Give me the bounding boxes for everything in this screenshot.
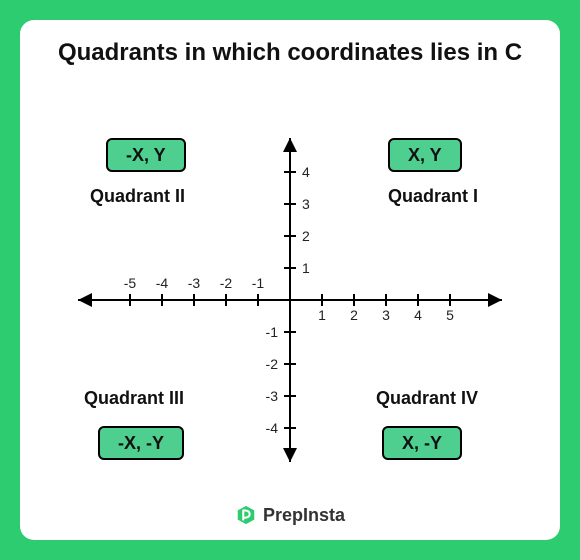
svg-text:-3: -3 xyxy=(266,388,279,404)
svg-text:-2: -2 xyxy=(220,275,233,291)
svg-text:5: 5 xyxy=(446,307,454,323)
quadrant-4-label: Quadrant IV xyxy=(376,388,478,409)
svg-text:4: 4 xyxy=(302,164,310,180)
svg-text:-1: -1 xyxy=(252,275,265,291)
quadrant-2-sign-pill: -X, Y xyxy=(106,138,186,172)
svg-text:1: 1 xyxy=(302,260,310,276)
svg-text:-4: -4 xyxy=(156,275,169,291)
prepinsta-logo-icon xyxy=(235,504,257,526)
svg-text:-1: -1 xyxy=(266,324,279,340)
quadrant-1-label: Quadrant I xyxy=(388,186,478,207)
brand-name: PrepInsta xyxy=(263,505,345,526)
svg-text:3: 3 xyxy=(302,196,310,212)
axes-svg: -5 -4 -3 -2 -1 1 2 3 4 5 -4 -3 -2 -1 1 2 3 4 xyxy=(70,130,510,470)
coordinate-plane: -5 -4 -3 -2 -1 1 2 3 4 5 -4 -3 -2 -1 1 2 3 4 -X, Y Quadra… xyxy=(70,130,510,470)
brand: PrepInsta xyxy=(20,504,560,526)
svg-text:-4: -4 xyxy=(266,420,279,436)
card: Quadrants in which coordinates lies in C… xyxy=(20,20,560,540)
svg-text:-3: -3 xyxy=(188,275,201,291)
quadrant-3-sign-pill: -X, -Y xyxy=(98,426,184,460)
quadrant-2-label: Quadrant II xyxy=(90,186,185,207)
quadrant-1-sign-pill: X, Y xyxy=(388,138,462,172)
quadrant-3-label: Quadrant III xyxy=(84,388,184,409)
svg-text:1: 1 xyxy=(318,307,326,323)
svg-text:-5: -5 xyxy=(124,275,137,291)
svg-text:2: 2 xyxy=(350,307,358,323)
svg-text:4: 4 xyxy=(414,307,422,323)
svg-text:2: 2 xyxy=(302,228,310,244)
svg-text:3: 3 xyxy=(382,307,390,323)
svg-text:-2: -2 xyxy=(266,356,279,372)
page-title: Quadrants in which coordinates lies in C xyxy=(32,38,548,68)
quadrant-4-sign-pill: X, -Y xyxy=(382,426,462,460)
